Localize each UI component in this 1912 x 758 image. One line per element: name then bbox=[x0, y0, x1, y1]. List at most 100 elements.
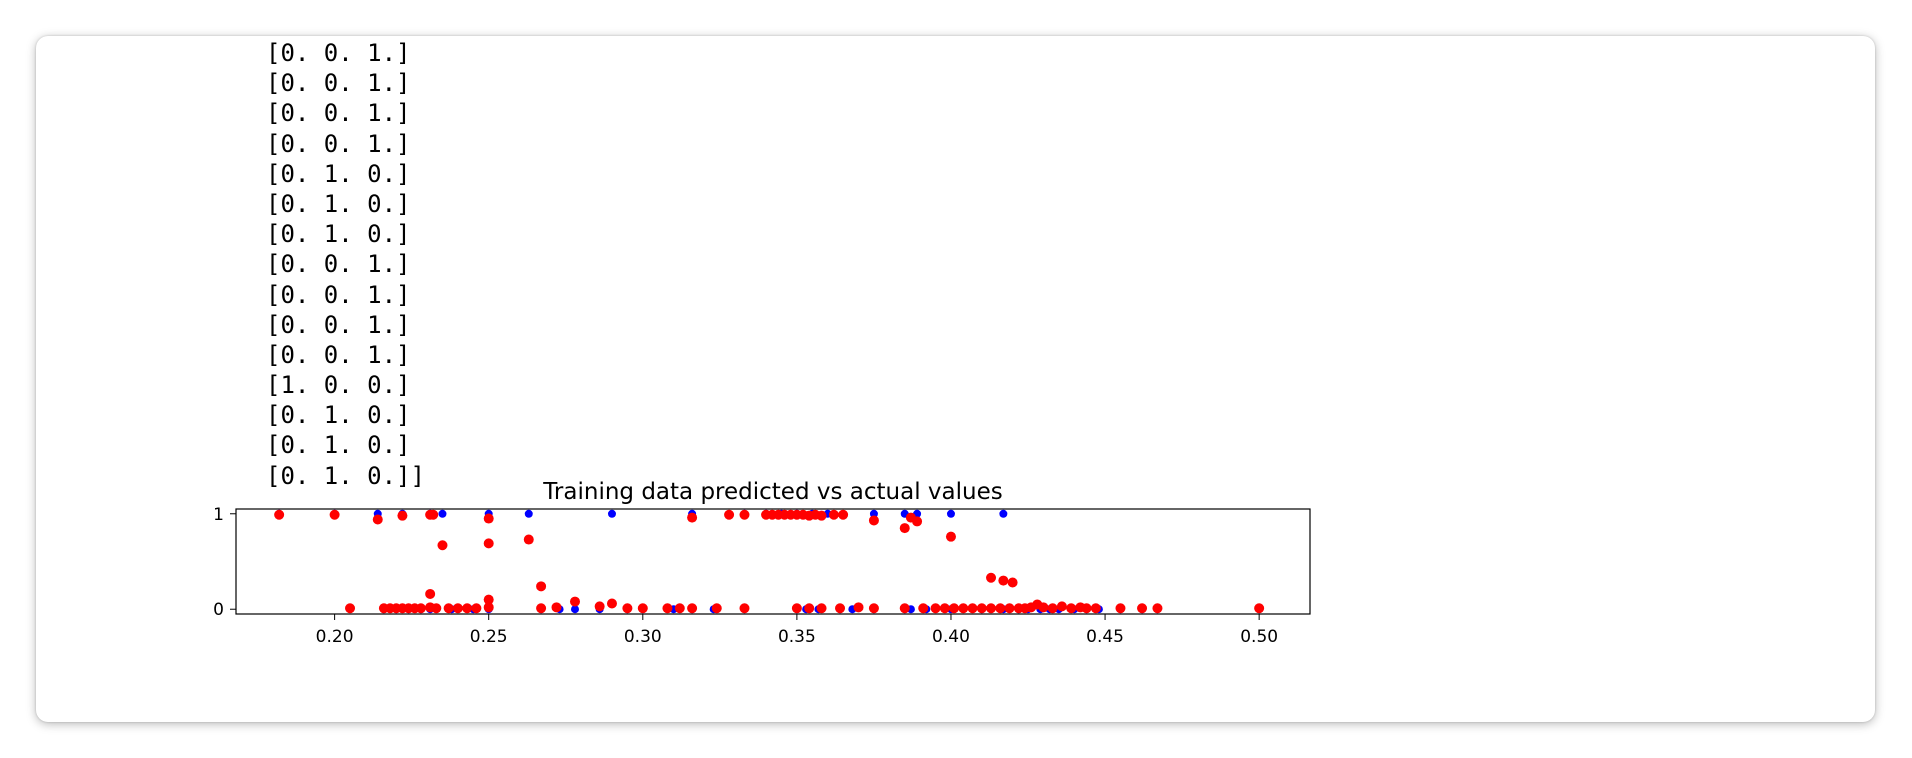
output-line: [0. 0. 1.] bbox=[266, 340, 411, 369]
output-line: [0. 1. 0.] bbox=[266, 431, 411, 460]
output-line: [0. 0. 1.] bbox=[266, 69, 411, 98]
scatter-point bbox=[828, 509, 839, 520]
scatter-point bbox=[483, 602, 494, 613]
x-tick-label: 0.35 bbox=[778, 627, 816, 647]
scatter-point bbox=[1056, 601, 1067, 612]
x-tick-label: 0.20 bbox=[316, 627, 354, 647]
scatter-point bbox=[594, 601, 605, 612]
scatter-point bbox=[483, 513, 494, 524]
scatter-point bbox=[967, 603, 978, 614]
scatter-point bbox=[899, 603, 910, 614]
x-tick-label: 0.40 bbox=[932, 627, 970, 647]
output-line: [0. 0. 1.] bbox=[266, 310, 411, 339]
x-tick-label: 0.30 bbox=[624, 627, 662, 647]
scatter-point bbox=[816, 603, 827, 614]
scatter-point bbox=[1090, 603, 1101, 614]
scatter-point bbox=[976, 603, 987, 614]
y-tick-label: 1 bbox=[213, 505, 224, 525]
scatter-point bbox=[397, 510, 408, 521]
scatter-point bbox=[415, 603, 426, 614]
scatter-point bbox=[1066, 603, 1077, 614]
scatter-point bbox=[687, 603, 698, 614]
scatter-point bbox=[739, 603, 750, 614]
output-line: [0. 0. 1.] bbox=[266, 39, 411, 67]
scatter-point bbox=[637, 603, 648, 614]
array-output: [0. 0. 1.] [0. 0. 1.] [0. 0. 1.] [0. 0. 1.]… bbox=[266, 38, 425, 491]
scatter-point bbox=[428, 509, 439, 520]
scatter-point bbox=[804, 603, 815, 614]
scatter-point bbox=[939, 603, 950, 614]
scatter-point bbox=[536, 603, 547, 614]
plot-frame bbox=[235, 508, 1311, 615]
scatter-point bbox=[853, 602, 864, 613]
scatter-point bbox=[1137, 603, 1148, 614]
scatter-point bbox=[949, 603, 960, 614]
output-line: [0. 0. 1.] bbox=[266, 280, 411, 309]
scatter-point bbox=[569, 596, 580, 607]
scatter-point bbox=[606, 598, 617, 609]
scatter-point bbox=[1115, 603, 1126, 614]
scatter-point bbox=[622, 603, 633, 614]
scatter-plot: Training data predicted vs actual values… bbox=[213, 479, 1311, 647]
scatter-point bbox=[551, 602, 562, 613]
scatter-point bbox=[835, 603, 846, 614]
chart-title: Training data predicted vs actual values bbox=[542, 479, 1002, 505]
scatter-point bbox=[1047, 603, 1058, 614]
scatter-point bbox=[443, 603, 454, 614]
output-line: [0. 1. 0.]] bbox=[266, 461, 425, 490]
scatter-point bbox=[438, 509, 447, 518]
scatter-point bbox=[431, 603, 442, 614]
x-tick-label: 0.25 bbox=[470, 627, 508, 647]
output-line: [1. 0. 0.] bbox=[266, 371, 411, 400]
actual-points bbox=[275, 509, 1264, 614]
scatter-point bbox=[868, 603, 879, 614]
scatter-point bbox=[662, 603, 673, 614]
scatter-point bbox=[918, 603, 929, 614]
scatter-point bbox=[995, 603, 1006, 614]
scatter-point bbox=[607, 509, 616, 518]
scatter-point bbox=[1004, 603, 1015, 614]
scatter-point bbox=[946, 509, 955, 518]
y-axis: 01 bbox=[213, 505, 236, 620]
scatter-point bbox=[899, 523, 910, 534]
scatter-point bbox=[868, 515, 879, 526]
scatter-point bbox=[838, 509, 849, 520]
data-points bbox=[274, 509, 1265, 614]
scatter-point bbox=[986, 603, 997, 614]
output-line: [0. 1. 0.] bbox=[266, 220, 411, 249]
scatter-point bbox=[483, 538, 494, 549]
x-axis: 0.20 0.25 0.30 0.35 0.40 0.45 0.50 bbox=[316, 614, 1278, 647]
scatter-point bbox=[986, 572, 997, 583]
scatter-point bbox=[570, 605, 579, 614]
scatter-point bbox=[524, 509, 533, 518]
scatter-point bbox=[1081, 603, 1092, 614]
scatter-point bbox=[958, 603, 969, 614]
output-line: [0. 1. 0.] bbox=[266, 189, 411, 218]
output-line: [0. 1. 0.] bbox=[266, 401, 411, 430]
output-line: [0. 0. 1.] bbox=[266, 129, 411, 158]
scatter-point bbox=[1007, 577, 1018, 588]
x-tick-label: 0.45 bbox=[1086, 627, 1124, 647]
scatter-point bbox=[1038, 602, 1049, 613]
scatter-point bbox=[1152, 603, 1163, 614]
scatter-point bbox=[523, 534, 534, 545]
y-tick-label: 0 bbox=[213, 600, 224, 620]
scatter-point bbox=[739, 509, 750, 520]
scatter-point bbox=[536, 581, 547, 592]
scatter-point bbox=[945, 531, 956, 542]
scatter-point bbox=[999, 509, 1008, 518]
scatter-point bbox=[471, 603, 482, 614]
scatter-point bbox=[425, 588, 436, 599]
scatter-point bbox=[345, 603, 356, 614]
scatter-point bbox=[998, 575, 1009, 586]
scatter-point bbox=[869, 509, 878, 518]
scatter-point bbox=[274, 509, 285, 520]
scatter-point bbox=[437, 540, 448, 551]
predicted-points bbox=[274, 509, 1265, 614]
scatter-point bbox=[483, 594, 494, 605]
notebook-output-cell: [0. 0. 1.] [0. 0. 1.] [0. 0. 1.] [0. 0. 1.]… bbox=[36, 36, 1875, 722]
scatter-point bbox=[711, 603, 722, 614]
scatter-point bbox=[1254, 603, 1265, 614]
scatter-point bbox=[816, 510, 827, 521]
scatter-point bbox=[912, 516, 923, 527]
